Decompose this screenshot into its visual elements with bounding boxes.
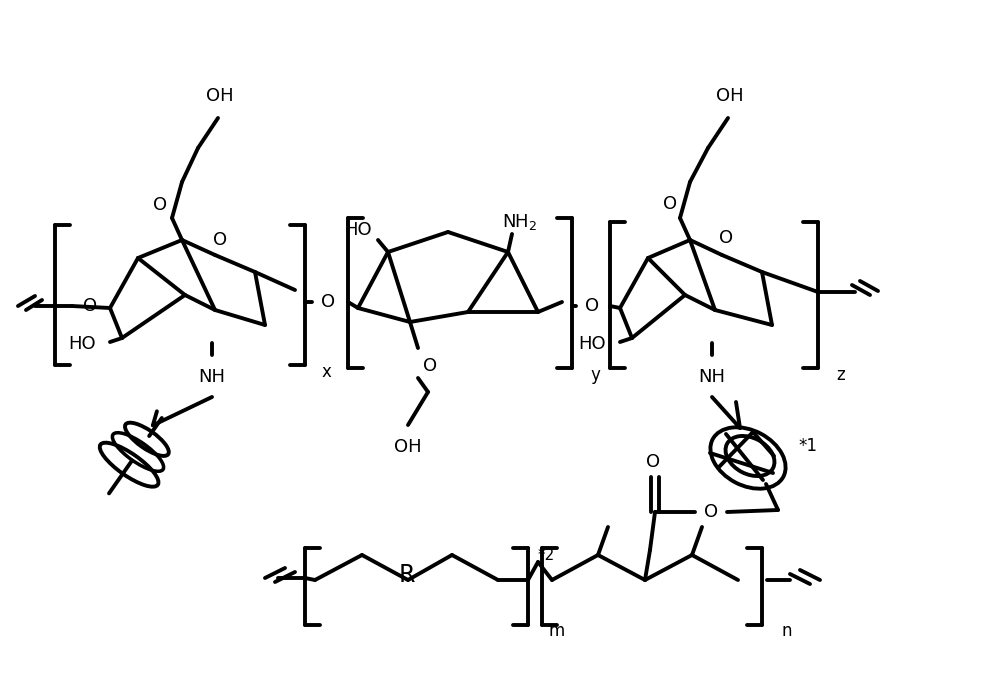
Text: O: O	[153, 196, 167, 214]
Text: O: O	[704, 503, 718, 521]
Text: NH: NH	[199, 368, 226, 386]
Text: O: O	[83, 297, 97, 315]
Text: OH: OH	[716, 87, 744, 105]
Text: y: y	[590, 366, 600, 384]
Text: O: O	[321, 293, 335, 311]
Text: NH$_2$: NH$_2$	[502, 212, 538, 232]
Text: HO: HO	[68, 335, 96, 353]
Text: O: O	[719, 229, 733, 247]
Text: *1: *1	[798, 437, 817, 455]
Text: HO: HO	[344, 221, 372, 239]
Text: O: O	[663, 195, 677, 213]
Text: NH: NH	[698, 368, 725, 386]
Text: n: n	[782, 622, 792, 640]
Text: OH: OH	[394, 438, 422, 456]
Text: O: O	[213, 231, 227, 249]
Text: m: m	[548, 622, 564, 640]
Text: OH: OH	[206, 87, 234, 105]
Text: O: O	[423, 357, 437, 375]
Text: O: O	[585, 297, 599, 315]
Text: O: O	[646, 453, 660, 471]
Text: x: x	[322, 363, 332, 381]
Text: *2: *2	[538, 547, 555, 562]
Text: HO: HO	[578, 335, 606, 353]
Text: z: z	[836, 366, 845, 384]
Text: R: R	[398, 563, 415, 587]
